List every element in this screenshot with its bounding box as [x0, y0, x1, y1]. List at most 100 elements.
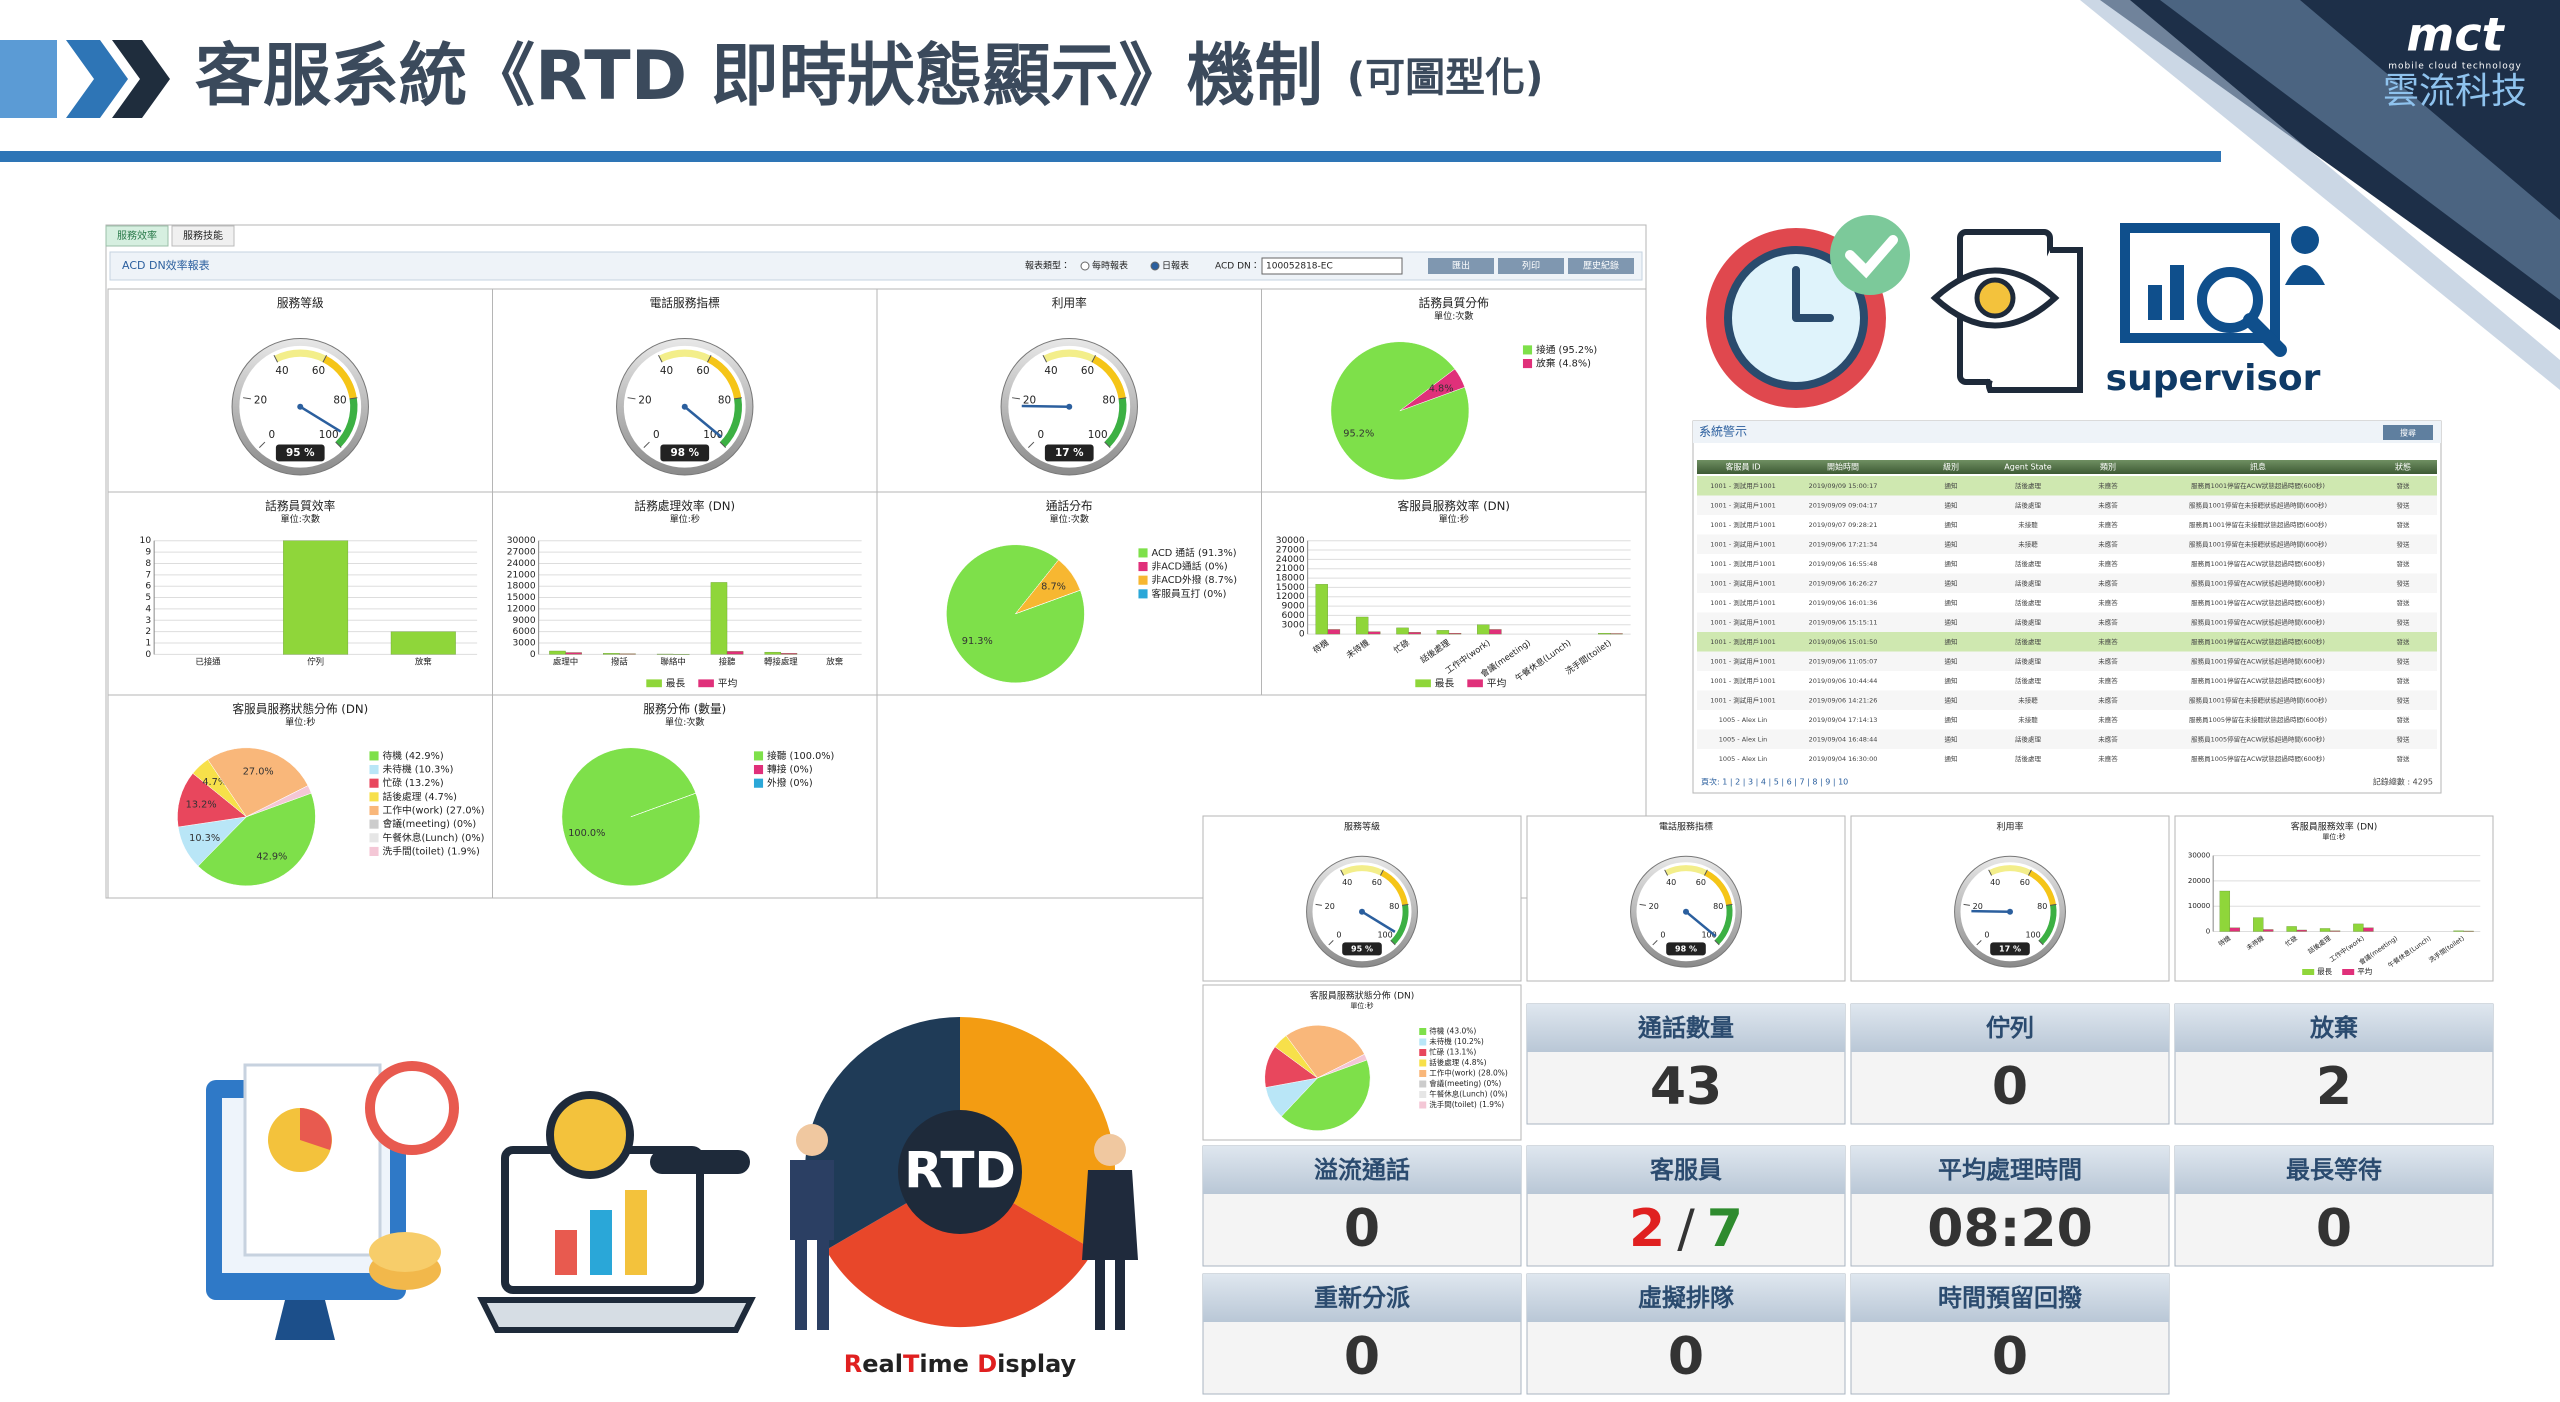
bar	[1396, 627, 1409, 635]
y-tick-label: 0	[2206, 928, 2210, 936]
table-cell: 2019/09/06 10:44:44	[1809, 677, 1878, 685]
table-cell: 2019/09/06 16:01:36	[1809, 599, 1878, 607]
search-button[interactable]	[2383, 425, 2433, 440]
gauge-tick	[1340, 869, 1345, 876]
gauge-tick-label: 20	[1023, 394, 1036, 406]
kpi-value: 0	[1992, 1327, 2028, 1387]
table-row	[1697, 632, 2437, 652]
tab[interactable]	[171, 225, 235, 247]
radio[interactable]	[1080, 261, 1090, 271]
table-cell: 服務員1001停留在未接聽狀態超過時間(600秒)	[2189, 520, 2327, 529]
gauge-needle	[683, 405, 723, 438]
pie-slice	[246, 785, 312, 818]
coins	[369, 1232, 441, 1272]
gauge-tick-label: 20	[1649, 902, 1659, 911]
gauge-tick-label: 80	[1102, 394, 1115, 406]
table-cell: 服務員1001停留在ACW狀態超過時間(600秒)	[2191, 657, 2325, 666]
table-cell: 1001 - 測試用戶1001	[1710, 598, 1776, 607]
legend-label: 放棄 (4.8%)	[1536, 357, 1591, 370]
legend-swatch	[369, 833, 379, 843]
gauge-tick-label: 40	[1044, 365, 1057, 377]
gauge-tick	[2027, 869, 2032, 876]
gauge-needle	[1971, 909, 2011, 913]
button[interactable]	[1568, 258, 1634, 274]
gauge-tick	[658, 354, 663, 363]
panel-title: 電話服務指標	[1659, 821, 1713, 833]
x-tick-label: 轉接處理	[764, 657, 798, 667]
legend-swatch	[1138, 575, 1148, 585]
gauge-tick-label: 20	[1973, 902, 1983, 911]
gauge-tick	[243, 397, 252, 400]
bar	[780, 653, 798, 655]
pie-data-label: 42.9%	[256, 851, 287, 862]
gauge-tick	[1118, 397, 1127, 400]
gauge-hub	[1683, 908, 1689, 915]
gauge-tick	[643, 441, 650, 449]
legend-label: 未待機 (10.3%)	[382, 763, 453, 776]
gauge-band	[1380, 870, 1408, 906]
eye-pupil	[1974, 277, 2016, 319]
panel-title: 電話服務指標	[650, 296, 720, 310]
y-tick-label: 30000	[507, 536, 536, 546]
legend-swatch	[1522, 345, 1533, 355]
person-head	[796, 1124, 828, 1156]
kpi-value: 2/7	[1629, 1199, 1743, 1259]
radio[interactable]	[1150, 261, 1160, 271]
gauge-tick-label: 80	[2037, 902, 2047, 911]
kpi-value: 2	[2316, 1057, 2352, 1117]
y-tick-label: 30000	[2188, 852, 2210, 860]
gauge-tick	[1652, 940, 1658, 946]
table-cell: 通知	[1945, 540, 1958, 549]
document-scroll	[1985, 247, 2083, 393]
gauge-band	[658, 349, 711, 363]
y-tick-label: 6000	[512, 627, 535, 637]
y-tick-label: 0	[1299, 630, 1305, 640]
gauge-tick	[1042, 354, 1048, 363]
table-cell: 通知	[1945, 579, 1958, 588]
select[interactable]	[1261, 257, 1403, 275]
gauge-tick	[273, 354, 279, 363]
legend-label: 午餐休息(Lunch) (0%)	[382, 831, 484, 844]
tab[interactable]	[105, 225, 169, 247]
table-cell: 發送	[2397, 676, 2411, 685]
bar	[2363, 927, 2374, 932]
caption-part: R	[844, 1350, 862, 1378]
kpi-label: 客服員	[1650, 1156, 1722, 1184]
icon-bar	[2170, 265, 2184, 320]
table-cell: 1001 - 測試用戶1001	[1710, 540, 1776, 549]
y-tick-label: 18000	[1276, 574, 1305, 584]
gauge-tick-label: 100	[1377, 930, 1392, 939]
legend-swatch	[646, 679, 662, 688]
kpi-head	[2175, 1146, 2493, 1194]
button[interactable]	[1498, 258, 1564, 274]
column-header: 開始時間	[1827, 462, 1859, 472]
gauge-tick-label: 40	[1990, 878, 2000, 887]
table-cell: 服務員1001停留在未接聽狀態超過時間(600秒)	[2189, 696, 2327, 705]
table-cell: 發送	[2397, 540, 2411, 549]
table-cell: 未應答	[2098, 579, 2118, 588]
button[interactable]	[1428, 258, 1494, 274]
table-cell: 未應答	[2098, 676, 2118, 685]
table-cell: 發送	[2397, 735, 2411, 744]
bar	[2253, 917, 2264, 932]
bar	[2229, 927, 2241, 932]
legend-label: 平均	[1487, 677, 1507, 689]
panel-unit: 單位:次數	[281, 513, 320, 525]
report-title: ACD DN效率報表	[122, 258, 210, 272]
table-cell: 未接聽	[2018, 520, 2038, 529]
kpi-head	[1203, 1146, 1521, 1194]
panel-title: 服務等級	[1344, 821, 1380, 833]
rtd-label: RTD	[904, 1142, 1016, 1200]
y-tick-label: 12000	[507, 604, 536, 614]
table-cell: 2019/09/06 11:05:07	[1809, 658, 1878, 666]
bar	[603, 653, 620, 655]
table-cell: 話後處理	[2015, 481, 2042, 490]
panel-title: 話務員質效率	[265, 499, 335, 513]
gauge-tick-label: 60	[2020, 878, 2030, 887]
legend-swatch	[369, 778, 379, 788]
table-cell: 通知	[1945, 657, 1958, 666]
pie-data-label: 95.2%	[1343, 428, 1374, 439]
table-cell: 服務員1005停留在ACW狀態超過時間(600秒)	[2191, 735, 2325, 744]
gauge-band	[707, 355, 742, 400]
legend-swatch	[369, 765, 379, 775]
